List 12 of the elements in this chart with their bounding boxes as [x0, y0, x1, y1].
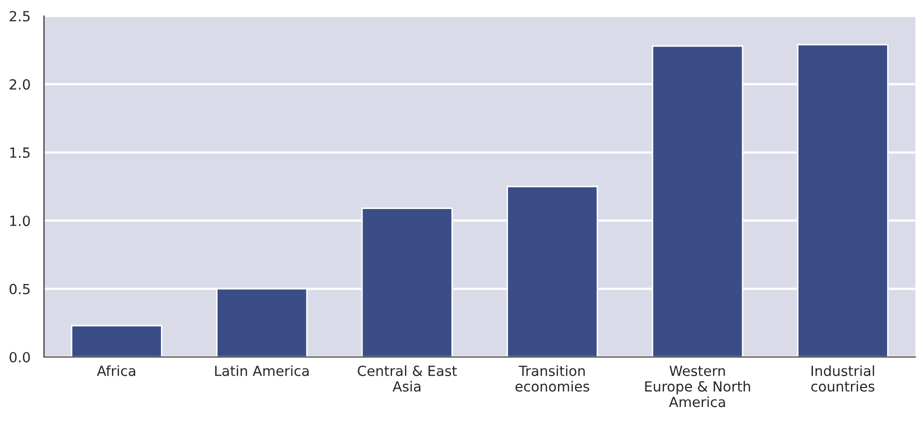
x-tick-label: Africa: [96, 365, 136, 376]
x-tick-label: Central & East Asia: [358, 365, 457, 392]
y-tick-label: 1.0: [10, 216, 30, 226]
y-tick-label: 0.0: [10, 352, 30, 362]
y-tick-label: 0.5: [10, 284, 30, 294]
x-tick-label: Transition economies: [516, 365, 590, 392]
x-tick-label: Western Europe & North America: [645, 366, 750, 408]
y-tick-label: 2.5: [10, 10, 30, 22]
y-tick-label: 2.0: [10, 79, 30, 90]
y-tick-label: 1.5: [10, 148, 30, 158]
x-tick-label: Latin America: [215, 365, 309, 376]
x-tick-label: Industrial countries: [811, 365, 874, 392]
